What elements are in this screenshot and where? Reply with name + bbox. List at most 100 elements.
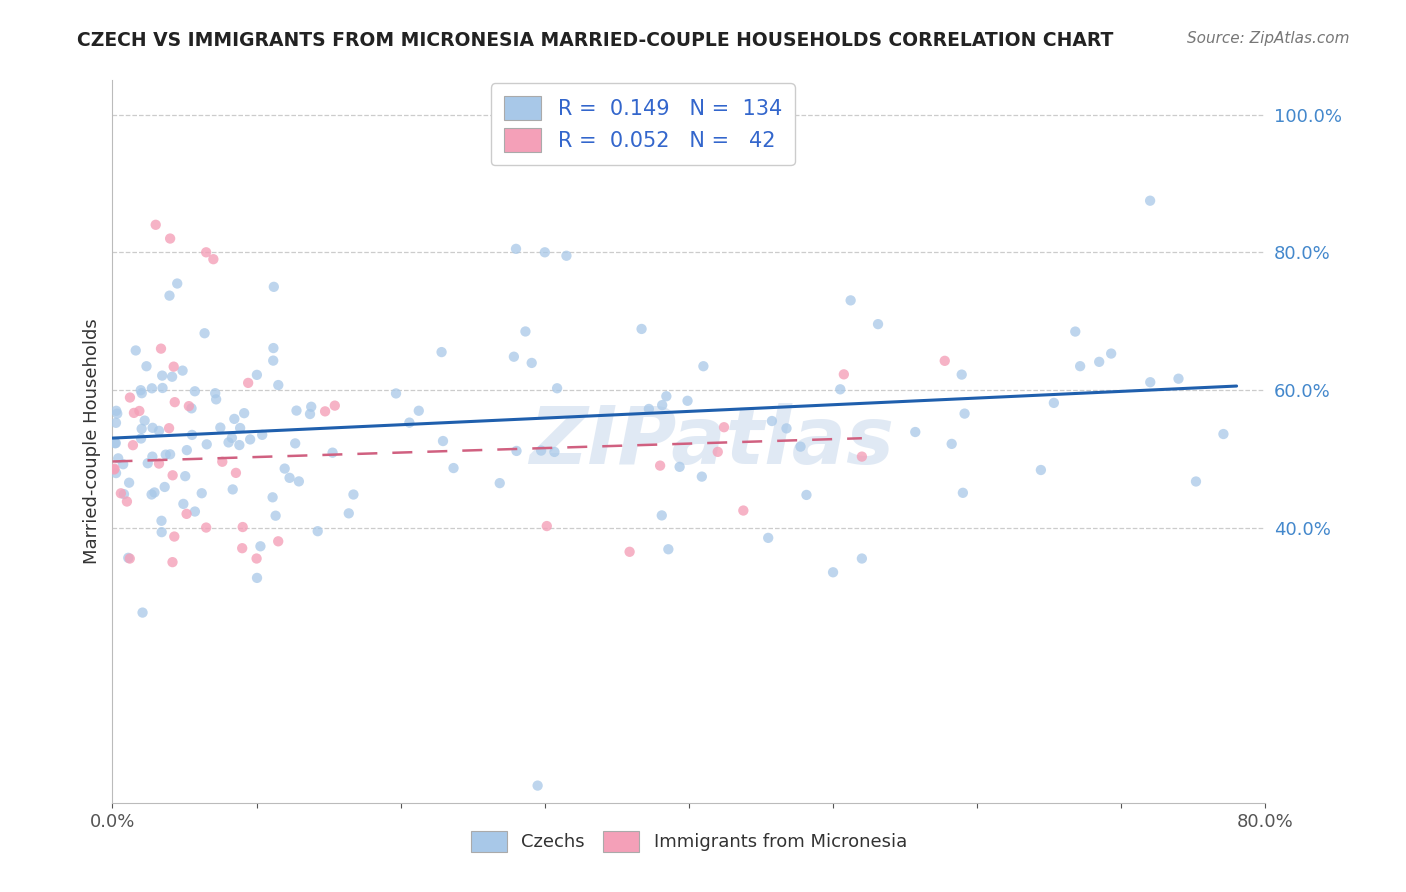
Point xyxy=(159,231,181,245)
Point xyxy=(866,317,889,331)
Point xyxy=(267,378,290,392)
Point xyxy=(285,403,308,417)
Point xyxy=(141,381,163,395)
Point xyxy=(246,571,269,585)
Point xyxy=(112,457,135,471)
Point xyxy=(249,539,271,553)
Point xyxy=(1043,396,1066,410)
Point xyxy=(651,398,673,412)
Point xyxy=(150,514,173,528)
Point xyxy=(160,369,183,384)
Point xyxy=(398,416,420,430)
Point xyxy=(104,436,127,450)
Point xyxy=(134,414,156,428)
Legend: Czechs, Immigrants from Micronesia: Czechs, Immigrants from Micronesia xyxy=(464,823,914,859)
Point xyxy=(136,456,159,470)
Text: ZIPatlas: ZIPatlas xyxy=(530,402,894,481)
Point xyxy=(1029,463,1052,477)
Point xyxy=(110,486,132,500)
Point xyxy=(122,438,145,452)
Point xyxy=(1064,325,1087,339)
Point xyxy=(1139,194,1161,208)
Point xyxy=(233,406,256,420)
Point xyxy=(307,524,329,539)
Point xyxy=(118,551,141,566)
Point xyxy=(262,491,284,505)
Text: CZECH VS IMMIGRANTS FROM MICRONESIA MARRIED-COUPLE HOUSEHOLDS CORRELATION CHART: CZECH VS IMMIGRANTS FROM MICRONESIA MARR… xyxy=(77,31,1114,50)
Point xyxy=(239,433,262,447)
Point xyxy=(443,461,465,475)
Point xyxy=(789,440,811,454)
Point xyxy=(211,455,233,469)
Point xyxy=(202,252,225,267)
Point xyxy=(952,485,974,500)
Point xyxy=(229,421,252,435)
Point xyxy=(408,403,430,417)
Point xyxy=(534,245,557,260)
Point xyxy=(546,381,568,395)
Point xyxy=(195,245,218,260)
Point xyxy=(267,534,290,549)
Point xyxy=(107,451,129,466)
Point xyxy=(232,520,254,534)
Point xyxy=(830,382,852,396)
Point xyxy=(105,407,128,421)
Point xyxy=(141,450,163,464)
Point xyxy=(299,400,322,414)
Point xyxy=(555,249,578,263)
Point xyxy=(314,404,336,418)
Point xyxy=(1099,346,1122,360)
Y-axis label: Married-couple Households: Married-couple Households xyxy=(83,318,101,565)
Point xyxy=(162,468,184,483)
Point xyxy=(231,541,253,556)
Point xyxy=(526,779,548,793)
Point xyxy=(131,606,153,620)
Point xyxy=(145,218,167,232)
Point xyxy=(1139,375,1161,389)
Point xyxy=(1185,475,1208,489)
Point xyxy=(162,555,184,569)
Point xyxy=(934,354,956,368)
Point xyxy=(103,462,125,476)
Point xyxy=(181,428,204,442)
Point xyxy=(143,485,166,500)
Point xyxy=(262,353,284,368)
Point xyxy=(184,504,207,518)
Point xyxy=(839,293,862,308)
Point xyxy=(668,459,690,474)
Point xyxy=(163,359,186,374)
Point xyxy=(174,469,197,483)
Point xyxy=(515,325,537,339)
Point xyxy=(176,443,198,458)
Point xyxy=(851,551,873,566)
Point xyxy=(218,435,240,450)
Point xyxy=(195,520,218,534)
Point xyxy=(756,531,779,545)
Point xyxy=(262,341,284,355)
Point xyxy=(125,343,148,358)
Text: Source: ZipAtlas.com: Source: ZipAtlas.com xyxy=(1187,31,1350,46)
Point xyxy=(177,399,200,413)
Point xyxy=(131,386,153,401)
Point xyxy=(337,506,360,520)
Point xyxy=(104,436,127,450)
Point xyxy=(172,363,194,377)
Point xyxy=(657,542,679,557)
Point xyxy=(163,530,186,544)
Point xyxy=(228,438,250,452)
Point xyxy=(103,461,125,475)
Point xyxy=(630,322,652,336)
Point xyxy=(148,424,170,438)
Point xyxy=(115,494,138,508)
Point xyxy=(221,431,243,445)
Point xyxy=(733,503,755,517)
Point xyxy=(155,448,177,462)
Point xyxy=(122,406,145,420)
Point xyxy=(953,407,976,421)
Point xyxy=(775,421,797,435)
Point xyxy=(205,392,228,407)
Point xyxy=(105,466,128,480)
Point xyxy=(638,401,661,416)
Point xyxy=(1069,359,1091,374)
Point xyxy=(536,519,558,533)
